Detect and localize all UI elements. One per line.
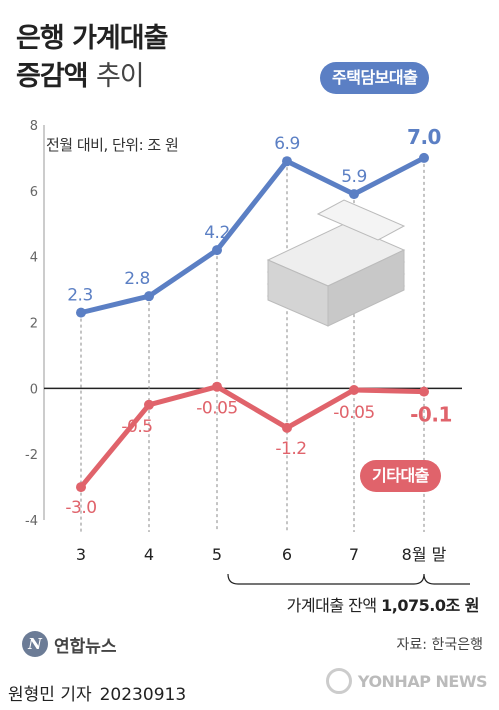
- series-line-mortgage: [78, 155, 427, 316]
- footer: [0, 662, 499, 710]
- x-tick-label: 5: [212, 545, 222, 564]
- data-point: [419, 386, 429, 397]
- data-point: [144, 291, 154, 302]
- balance-value: 1,075.0조 원: [381, 596, 479, 615]
- data-label: 6.9: [274, 134, 300, 154]
- data-point: [419, 152, 429, 163]
- data-label: -3.0: [65, 498, 96, 518]
- data-label: -0.1: [410, 403, 452, 427]
- reporter-credit: 원형민 기자 20230913: [8, 680, 186, 705]
- unit-note: 전월 대비, 단위: 조 원: [46, 136, 179, 154]
- data-point: [282, 156, 292, 167]
- x-tick-label: 4: [144, 545, 154, 564]
- title-bold: 증감액: [16, 61, 89, 92]
- data-label: 4.2: [204, 223, 230, 243]
- data-label: 7.0: [407, 125, 441, 149]
- x-tick-label: 3: [76, 545, 86, 564]
- data-label: 5.9: [341, 167, 367, 187]
- x-tick-label: 8월 말: [402, 545, 447, 564]
- chart-title: 은행 가계대출 증감액 추이: [16, 20, 168, 96]
- data-label: -0.5: [121, 417, 152, 437]
- line-chart: 8 6 4 2 0 -2 -4 2.3 2.8 4.2 6.9 5.9 7.0 -3.0 -0.5 -0.05…: [25, 119, 470, 585]
- data-point: [76, 307, 86, 318]
- data-label: -1.2: [275, 439, 306, 459]
- data-point: [349, 189, 359, 200]
- logo-text: 연합뉴스: [54, 636, 117, 657]
- yonhap-ring-icon: [325, 668, 352, 694]
- x-tick-label: 7: [349, 545, 359, 564]
- money-band: [316, 199, 406, 241]
- date: 20230913: [99, 685, 187, 705]
- x-tick-label: 6: [282, 545, 292, 564]
- yonhap-logo: N 연합뉴스: [22, 630, 117, 658]
- data-label: -0.05: [196, 399, 238, 419]
- data-label: -0.05: [333, 403, 375, 423]
- legend-other-loans: 기타대출: [360, 460, 441, 492]
- legend-mortgage: 주택담보대출: [320, 62, 430, 94]
- yonhap-watermark: YONHAP NEWS: [325, 668, 488, 694]
- money-stack-icon: [266, 199, 406, 327]
- series-line-other: [78, 384, 427, 490]
- y-tick-label: -4: [25, 514, 38, 529]
- balance-label: 가계대출 잔액: [286, 596, 377, 615]
- data-label: 2.8: [124, 269, 150, 289]
- y-tick-label: 6: [30, 185, 38, 200]
- y-tick-label: 0: [30, 382, 38, 397]
- data-point: [212, 381, 222, 392]
- watermark-text: YONHAP NEWS: [357, 671, 488, 691]
- data-point: [282, 422, 292, 433]
- data-point: [212, 245, 222, 256]
- source-note: 자료: 한국은행: [396, 637, 483, 653]
- y-tick-label: 8: [30, 119, 38, 134]
- y-tick-label: -2: [25, 448, 38, 463]
- reporter-name: 원형민 기자: [8, 685, 92, 705]
- money-front: [327, 249, 405, 327]
- balance-bracket: [227, 573, 470, 585]
- balance-note: 가계대출 잔액 1,075.0조 원: [286, 592, 480, 616]
- title-light: 추이: [95, 61, 145, 92]
- logo-mark-icon: N: [22, 631, 48, 657]
- y-tick-label: 4: [30, 251, 38, 266]
- data-point: [76, 482, 86, 493]
- data-point: [144, 399, 154, 410]
- data-point: [349, 384, 359, 395]
- title-line-2: 증감액 추이: [16, 58, 167, 96]
- data-label: 2.3: [67, 286, 93, 306]
- title-line-1: 은행 가계대출: [16, 23, 168, 54]
- y-tick-label: 2: [30, 317, 38, 332]
